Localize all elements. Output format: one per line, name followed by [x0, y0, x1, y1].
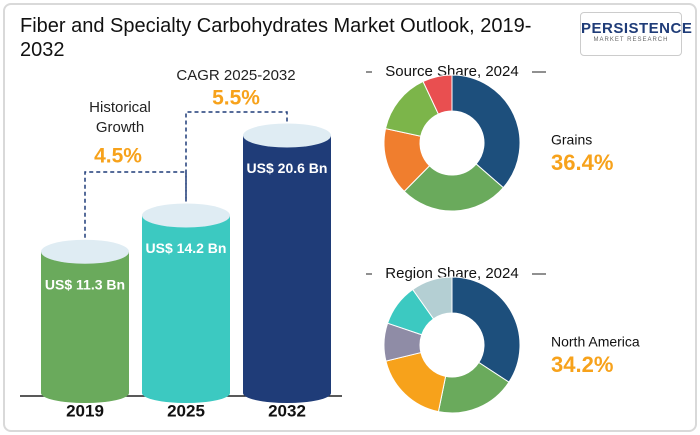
bar-cap [243, 123, 331, 148]
annotation: CAGR 2025-2032 [176, 67, 295, 84]
donut-segment [403, 163, 504, 212]
x-tick-label: 2019 [66, 401, 104, 420]
bar [142, 215, 230, 403]
donut-segment [412, 276, 453, 320]
donut-segment [422, 74, 453, 115]
value-label: US$ 20.6 Bn [247, 160, 328, 176]
x-tick-label: 2032 [268, 401, 306, 420]
bar [41, 251, 129, 403]
annotation: Historical Growth [89, 99, 151, 136]
value-label: US$ 14.2 Bn [146, 240, 227, 256]
donut-title: Region Share, 2024 [385, 265, 518, 282]
title-bg [372, 61, 532, 83]
logo-name: PERSISTENCE [581, 20, 693, 37]
bar-cap [142, 203, 230, 228]
connector [185, 111, 288, 202]
value-label: 34.2% [551, 352, 613, 377]
donut-segment [451, 276, 521, 383]
legend-label: North America [551, 334, 640, 350]
bar-cap [41, 239, 129, 264]
donut-segment [385, 351, 447, 413]
donut-segment [451, 74, 521, 189]
value-label: 36.4% [551, 150, 613, 175]
donut-title: Source Share, 2024 [385, 63, 518, 80]
legend-label: Grains [551, 132, 592, 148]
value-label: US$ 11.3 Bn [45, 276, 125, 292]
logo: PERSISTENCE MARKET RESEARCH [580, 12, 693, 56]
annotation-box: Historical Growth [89, 99, 151, 136]
title: Fiber and Specialty Carbohydrates Market… [20, 15, 532, 61]
bar [243, 135, 331, 403]
annotation-value: 5.5% [212, 87, 260, 110]
x-tick-label: 2025 [167, 401, 205, 420]
logo-tagline: MARKET RESEARCH [593, 37, 669, 43]
annotation-value: 4.5% [94, 145, 142, 168]
title-bg [372, 263, 532, 285]
frame [3, 3, 697, 432]
